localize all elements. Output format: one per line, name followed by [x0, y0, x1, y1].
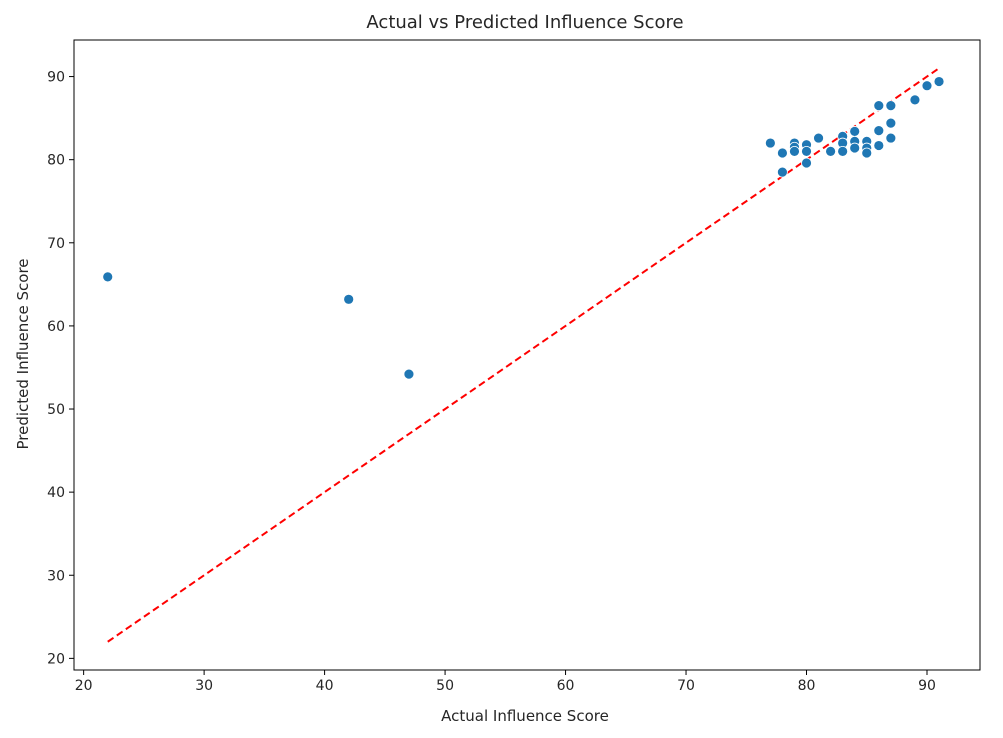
data-point	[921, 80, 933, 92]
data-point	[102, 271, 114, 283]
x-tick-label: 80	[798, 678, 816, 694]
reference-line	[107, 67, 940, 643]
plot-frame	[73, 39, 981, 671]
data-point	[777, 147, 788, 159]
y-tick-label: 30	[47, 568, 65, 584]
y-tick-label: 50	[47, 402, 65, 418]
data-point	[777, 166, 788, 178]
x-tick-label: 40	[316, 678, 334, 694]
data-point	[873, 125, 885, 136]
data-point	[813, 132, 824, 144]
y-tick-label: 80	[47, 153, 65, 169]
x-tick-label: 90	[918, 678, 936, 694]
ticks-layer: 20 30 40 50 60 70 80 90 20 30 40 50 60 70 80 90	[47, 70, 936, 694]
data-point	[873, 100, 885, 112]
data-point	[825, 145, 837, 157]
points-layer	[102, 76, 945, 380]
reference-line-layer	[107, 67, 940, 643]
y-tick-label: 90	[47, 70, 65, 86]
y-tick-label: 20	[47, 651, 65, 667]
y-axis-label: Predicted Influence Score	[14, 258, 32, 449]
data-point	[801, 145, 812, 157]
x-tick-label: 30	[195, 678, 213, 694]
data-point	[885, 132, 897, 144]
data-point	[933, 76, 945, 87]
x-tick-label: 70	[677, 678, 695, 694]
x-tick-label: 60	[557, 678, 575, 694]
chart-title: Actual vs Predicted Influence Score	[366, 12, 683, 33]
data-point	[403, 368, 415, 380]
data-point	[764, 137, 776, 149]
data-point	[789, 145, 800, 157]
data-point	[837, 145, 849, 157]
data-point	[885, 100, 897, 112]
data-point	[861, 147, 873, 159]
x-axis-label: Actual Influence Score	[441, 707, 609, 725]
y-tick-label: 70	[47, 236, 65, 252]
data-point	[849, 142, 861, 154]
data-point	[343, 293, 355, 305]
data-point	[801, 157, 812, 169]
data-point	[885, 117, 897, 129]
x-tick-label: 50	[436, 678, 454, 694]
data-point	[873, 140, 885, 151]
data-point	[909, 94, 921, 106]
data-point	[849, 126, 861, 137]
x-tick-label: 20	[75, 678, 93, 694]
y-tick-label: 40	[47, 485, 65, 501]
y-tick-label: 60	[47, 319, 65, 335]
